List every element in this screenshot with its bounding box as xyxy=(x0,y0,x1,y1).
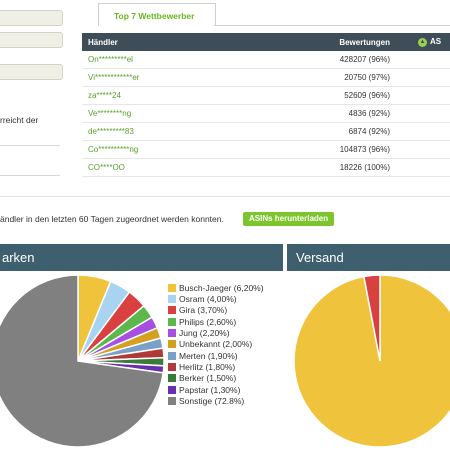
dealer-ratings: 6874 (92%) xyxy=(244,122,396,141)
table-row[interactable]: de*********83 6874 (92%) xyxy=(82,122,450,141)
legend-item: Jung (2,20%) xyxy=(168,327,264,338)
header-dealer[interactable]: Händler xyxy=(82,33,244,51)
sidebar-input-2[interactable] xyxy=(0,32,63,48)
legend-swatch xyxy=(168,295,176,304)
dealer-name[interactable]: Ve********ng xyxy=(82,104,244,123)
brands-legend: Busch-Jaeger (6,20%) Osram (4,00%) Gira (3… xyxy=(168,282,264,407)
dealer-ratings: 20750 (97%) xyxy=(244,68,396,87)
info-text: ändler in den letzten 60 Tagen zugeordne… xyxy=(0,214,224,224)
dealer-ratings: 18226 (100%) xyxy=(244,158,396,177)
sidebar-divider-1 xyxy=(0,145,60,146)
legend-item: Berker (1,50%) xyxy=(168,373,264,384)
table-row[interactable]: Vi************er 20750 (97%) xyxy=(82,68,450,87)
tab-top-competitors-label[interactable]: Top 7 Wettbewerber xyxy=(114,11,195,21)
legend-item: Unbekannt (2,00%) xyxy=(168,339,264,350)
section-divider xyxy=(0,196,450,197)
legend-item: Philips (2,60%) xyxy=(168,316,264,327)
legend-label: Merten (1,90%) xyxy=(179,350,238,361)
dealer-ratings: 428207 (96%) xyxy=(244,51,396,69)
legend-item: Busch-Jaeger (6,20%) xyxy=(168,282,264,293)
tab-top-competitors[interactable] xyxy=(98,3,216,26)
legend-swatch xyxy=(168,340,176,349)
legend-label: Gira (3,70%) xyxy=(179,305,228,316)
legend-item: Osram (4,00%) xyxy=(168,293,264,304)
panel-brands-title: arken xyxy=(2,250,35,265)
panel-brands-header: arken xyxy=(0,244,283,271)
table-header-row: Händler Bewertungen ▲ AS xyxy=(82,33,450,51)
sidebar-text: rreicht der xyxy=(0,115,39,125)
table-row[interactable]: Co**********ng 104873 (96%) xyxy=(82,140,450,159)
legend-swatch xyxy=(168,306,176,315)
legend-item: Merten (1,90%) xyxy=(168,350,264,361)
download-asins-button[interactable]: ASINs herunterladen xyxy=(243,212,335,226)
brands-pie-chart xyxy=(0,274,165,448)
legend-item: Gira (3,70%) xyxy=(168,305,264,316)
header-asin-label: AS xyxy=(430,37,442,47)
legend-item: Sonstige (72.8%) xyxy=(168,395,264,406)
legend-label: Herlitz (1,80%) xyxy=(179,362,236,373)
header-ratings[interactable]: Bewertungen xyxy=(244,33,396,51)
dealer-name[interactable]: za*****24 xyxy=(82,86,244,105)
shipping-slice-1 xyxy=(363,274,381,362)
sort-icon[interactable]: ▲ xyxy=(418,37,427,47)
dealer-asin-cell xyxy=(396,68,450,87)
dealer-name[interactable]: CO****OO xyxy=(82,158,244,177)
competitors-table: Händler Bewertungen ▲ AS On*********el 42… xyxy=(82,33,450,177)
legend-swatch xyxy=(168,351,176,360)
dealer-asin-cell xyxy=(396,158,450,177)
legend-swatch xyxy=(168,363,176,372)
legend-label: Philips (2,60%) xyxy=(179,316,237,327)
shipping-slice-0 xyxy=(293,274,450,448)
legend-label: Berker (1,50%) xyxy=(179,373,237,384)
dealer-ratings: 52609 (96%) xyxy=(244,86,396,105)
table-row[interactable]: On*********el 428207 (96%) xyxy=(82,51,450,69)
sidebar-divider-2 xyxy=(0,175,60,176)
brands-slice-10 xyxy=(0,274,165,448)
legend-label: Jung (2,20%) xyxy=(179,328,230,339)
legend-swatch xyxy=(168,283,176,292)
legend-label: Busch-Jaeger (6,20%) xyxy=(179,282,264,293)
legend-label: Osram (4,00%) xyxy=(179,294,237,305)
legend-item: Papstar (1,30%) xyxy=(168,384,264,395)
dealer-asin-cell xyxy=(396,140,450,159)
dealer-ratings: 4836 (92%) xyxy=(244,104,396,123)
dealer-asin-cell xyxy=(396,104,450,123)
legend-label: Sonstige (72.8%) xyxy=(179,396,245,407)
table-row[interactable]: Ve********ng 4836 (92%) xyxy=(82,104,450,123)
table-row[interactable]: za*****24 52609 (96%) xyxy=(82,86,450,105)
dealer-asin-cell xyxy=(396,86,450,105)
sidebar-input-1[interactable] xyxy=(0,10,63,26)
dealer-name[interactable]: Vi************er xyxy=(82,68,244,87)
dealer-name[interactable]: On*********el xyxy=(82,51,244,69)
legend-item: Herlitz (1,80%) xyxy=(168,361,264,372)
dealer-ratings: 104873 (96%) xyxy=(244,140,396,159)
legend-label: Unbekannt (2,00%) xyxy=(179,339,253,350)
legend-swatch xyxy=(168,397,176,406)
dealer-asin-cell xyxy=(396,51,450,69)
legend-label: Papstar (1,30%) xyxy=(179,384,241,395)
dealer-asin-cell xyxy=(396,122,450,141)
header-asin[interactable]: ▲ AS xyxy=(396,33,450,51)
tab-underline xyxy=(214,25,450,26)
sidebar-input-3[interactable] xyxy=(0,64,63,80)
legend-swatch xyxy=(168,374,176,383)
dealer-name[interactable]: de*********83 xyxy=(82,122,244,141)
shipping-pie-chart xyxy=(293,274,450,448)
table-row[interactable]: CO****OO 18226 (100%) xyxy=(82,158,450,177)
legend-swatch xyxy=(168,329,176,338)
panel-shipping-title: Versand xyxy=(296,250,344,265)
legend-swatch xyxy=(168,385,176,394)
panel-shipping-header: Versand xyxy=(287,244,450,271)
dealer-name[interactable]: Co**********ng xyxy=(82,140,244,159)
legend-swatch xyxy=(168,317,176,326)
